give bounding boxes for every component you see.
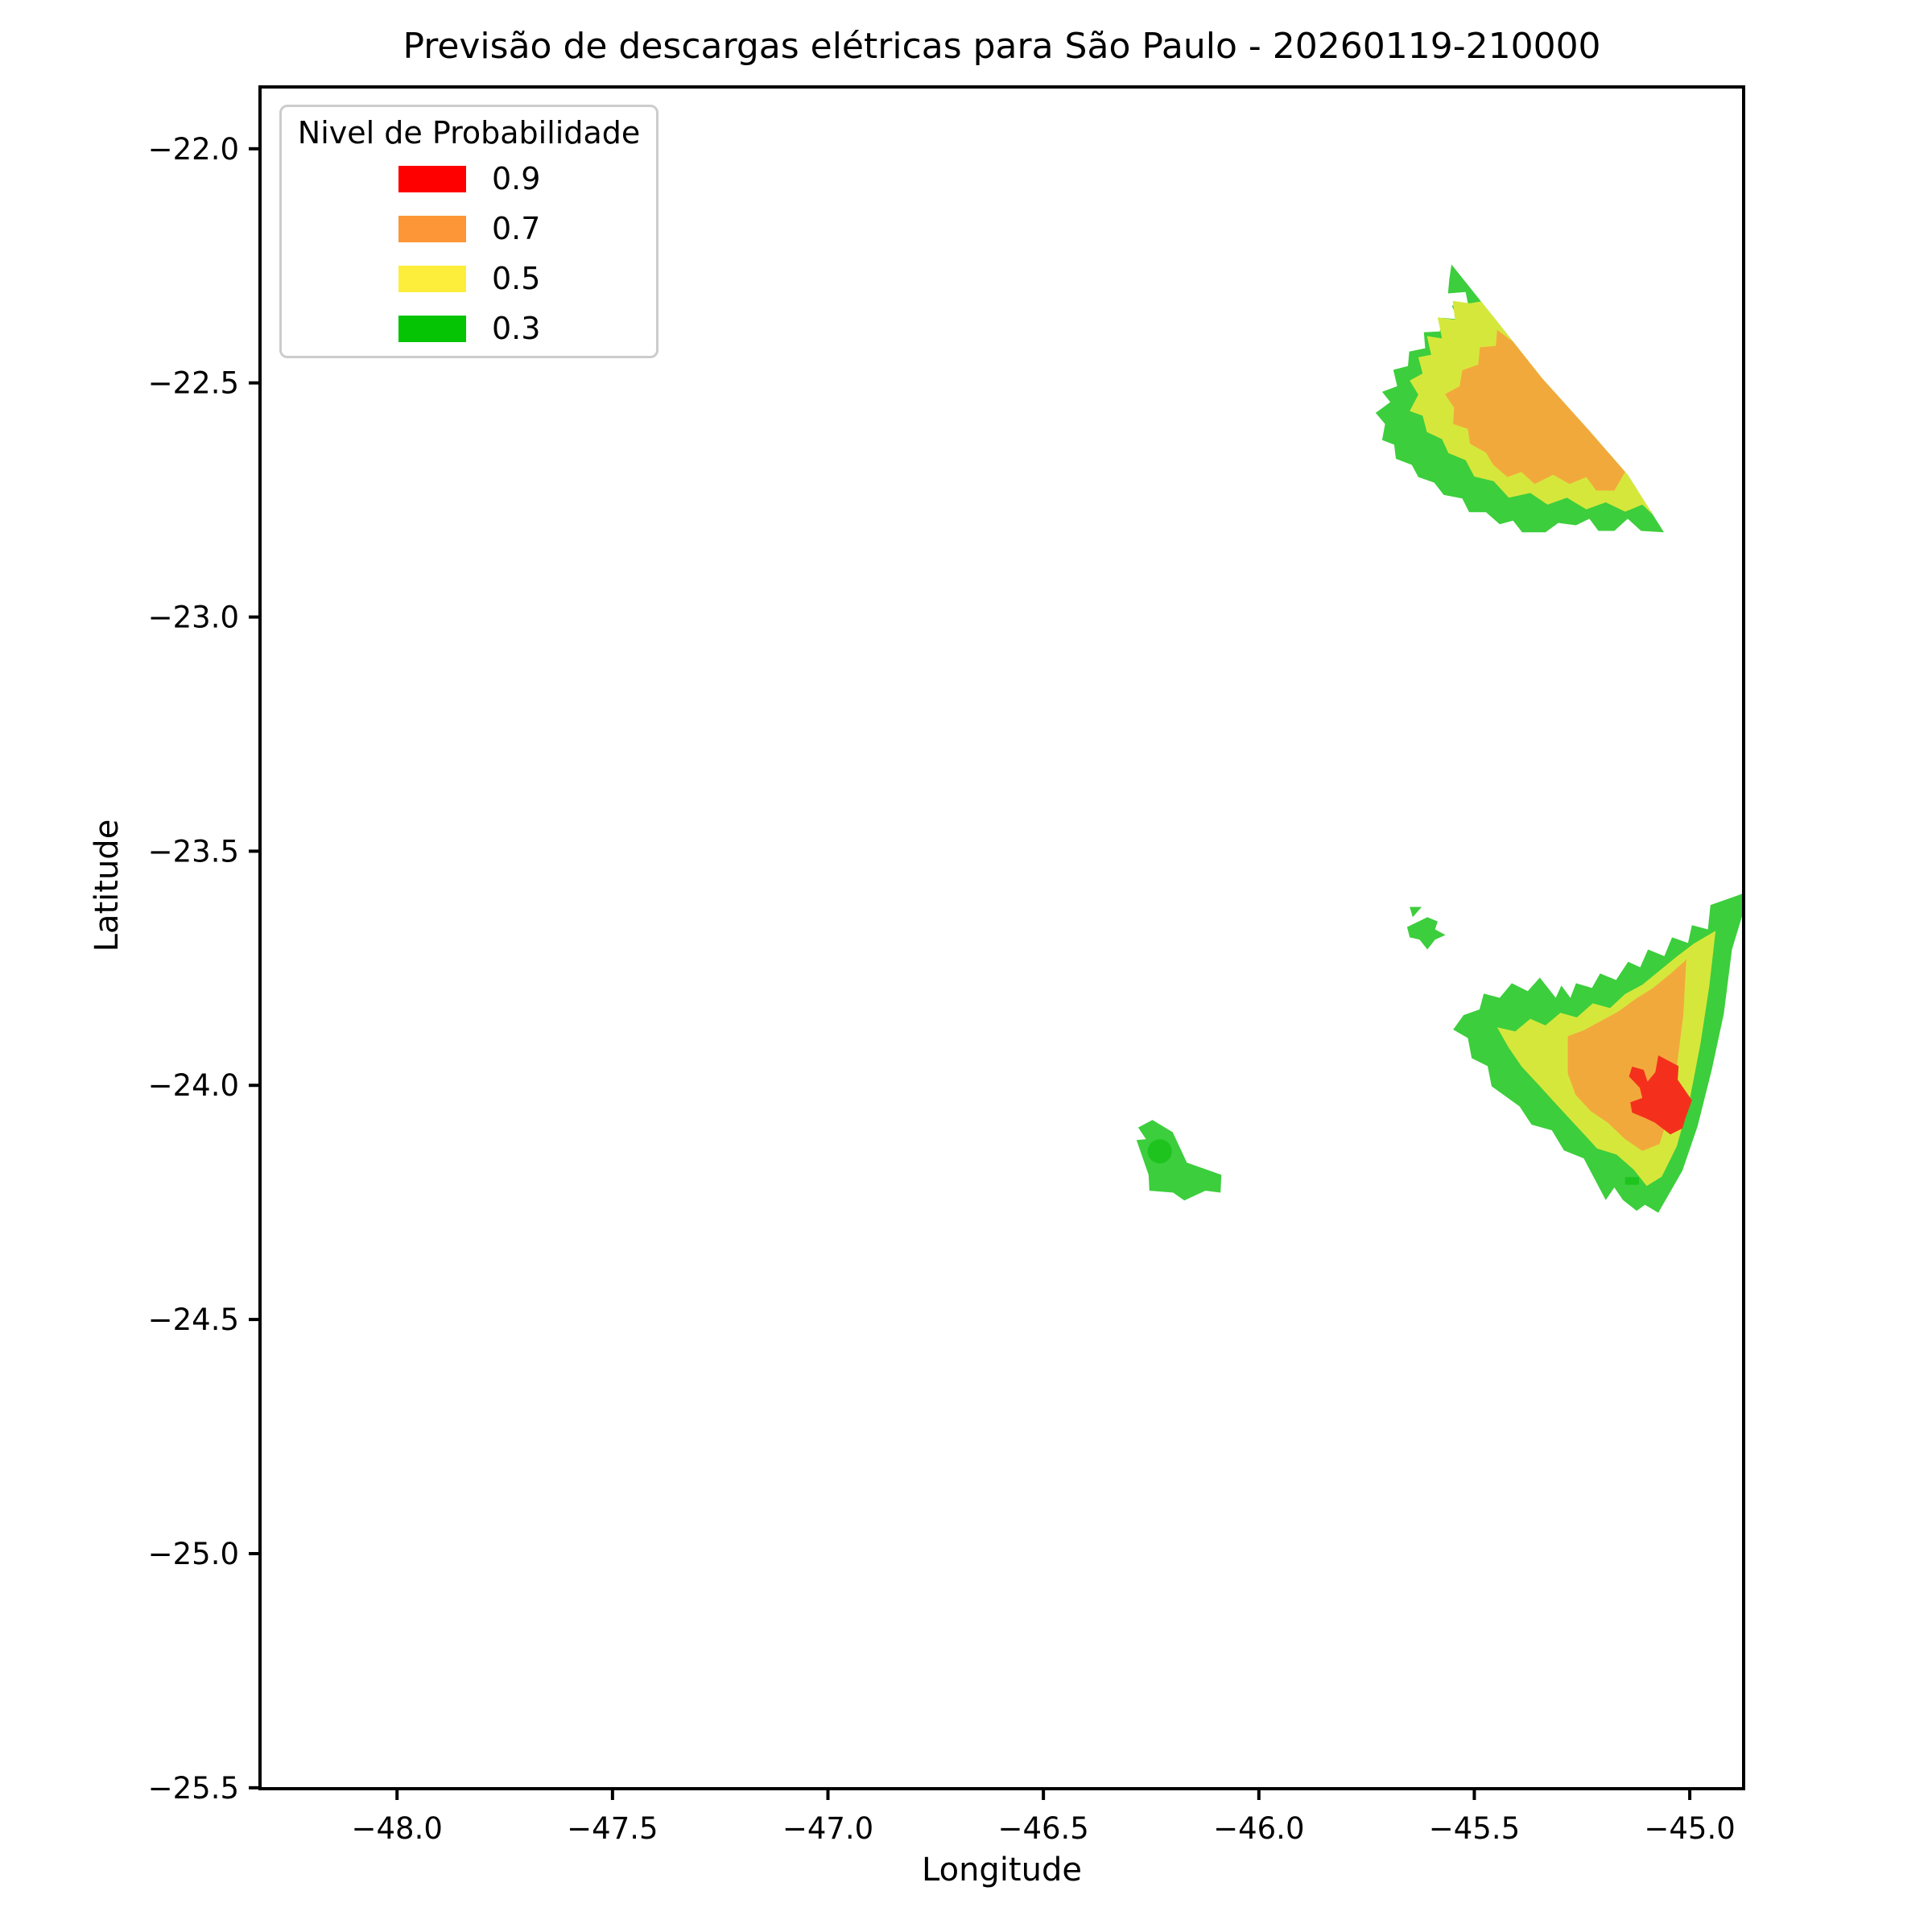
legend-title: Nivel de Probabilidade bbox=[297, 115, 641, 151]
legend-item-05: 0.5 bbox=[282, 262, 656, 298]
legend-item-07: 0.7 bbox=[282, 211, 656, 248]
legend-swatch-0 bbox=[398, 166, 466, 192]
legend-label: 0.9 bbox=[492, 161, 541, 196]
legend-label: 0.3 bbox=[492, 311, 541, 346]
y-tick-label: −22.5 bbox=[148, 366, 239, 401]
x-tick-label: −47.0 bbox=[782, 1811, 873, 1846]
legend-label: 0.5 bbox=[492, 261, 541, 296]
x-tick-label: −45.5 bbox=[1429, 1811, 1520, 1846]
x-tick-label: −47.5 bbox=[567, 1811, 658, 1846]
legend-swatch-1 bbox=[398, 216, 466, 242]
x-tick-label: −46.5 bbox=[997, 1811, 1088, 1846]
contour-region-central-cell-p30 bbox=[1136, 1120, 1222, 1201]
legend-label: 0.7 bbox=[492, 211, 541, 246]
x-axis-label: Longitude bbox=[922, 1852, 1082, 1889]
contour-region-north-storm-p70 bbox=[1445, 329, 1625, 491]
y-tick-label: −22.0 bbox=[148, 132, 239, 167]
legend-swatch-2 bbox=[398, 266, 466, 292]
x-tick-label: −46.0 bbox=[1213, 1811, 1304, 1846]
contour-region-southeast-inner-dash-p30 bbox=[1624, 1177, 1639, 1185]
axes-frame bbox=[258, 85, 1745, 1790]
legend-swatch-3 bbox=[398, 316, 466, 342]
y-tick-label: −25.0 bbox=[148, 1537, 239, 1571]
legend-item-09: 0.9 bbox=[282, 161, 656, 198]
legend: Nivel de Probabilidade 0.9 0.7 0.5 0.3 bbox=[279, 105, 658, 358]
y-tick-label: −24.5 bbox=[148, 1302, 239, 1337]
y-tick-label: −24.0 bbox=[148, 1068, 239, 1103]
y-axis-label: Latitude bbox=[89, 819, 126, 952]
x-tick-label: −45.0 bbox=[1644, 1811, 1735, 1846]
marker-central-cell-core-dot bbox=[1147, 1139, 1172, 1164]
y-tick-label: −25.5 bbox=[148, 1771, 239, 1806]
contour-region-west-speck-triangle-p30 bbox=[1410, 906, 1422, 918]
contour-region-southeast-storm-p90 bbox=[1629, 1055, 1692, 1135]
contour-region-west-speck-star-p30 bbox=[1406, 917, 1446, 950]
x-tick-label: −48.0 bbox=[352, 1811, 443, 1846]
y-tick-label: −23.5 bbox=[148, 834, 239, 869]
legend-item-03: 0.3 bbox=[282, 312, 656, 348]
contour-regions bbox=[1136, 264, 1744, 1213]
chart-title: Previsão de descargas elétricas para São… bbox=[402, 26, 1601, 67]
y-tick-label: −23.0 bbox=[148, 601, 239, 635]
